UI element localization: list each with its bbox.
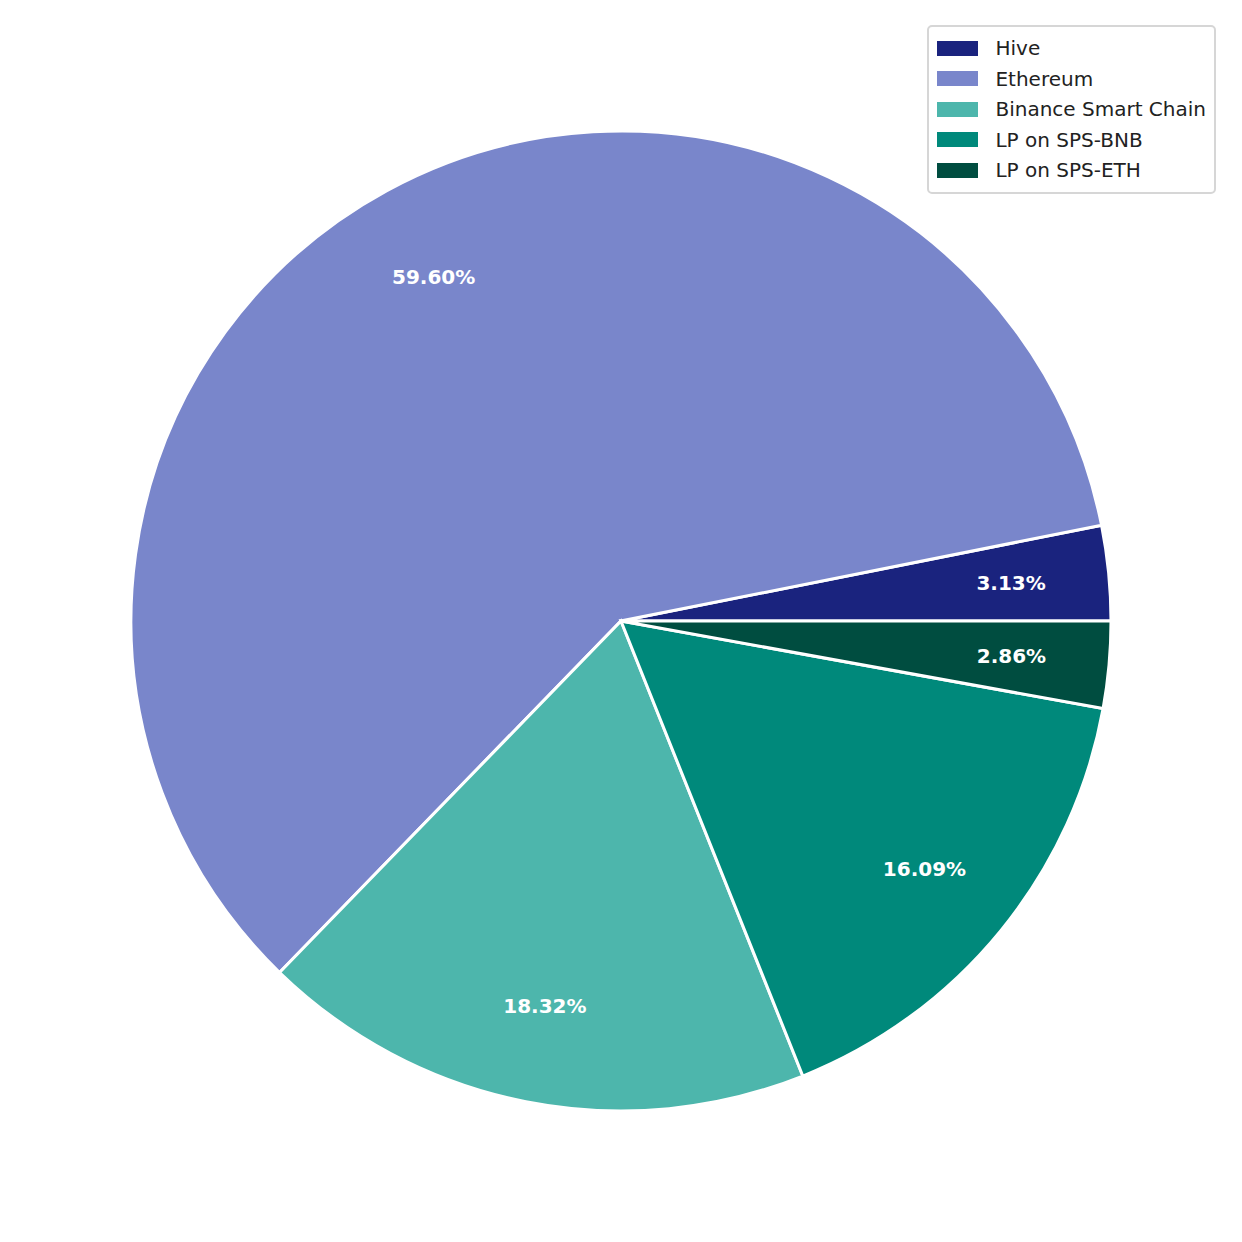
html-text:Binance Smart Chain: Binance Smart Chain xyxy=(995,97,1206,122)
html-text:Hive: Hive xyxy=(995,36,1041,61)
html-text:LP on SPS-BNB: LP on SPS-BNB xyxy=(995,127,1143,152)
html-text:LP on SPS-ETH: LP on SPS-ETH xyxy=(995,158,1141,183)
svg-text:3.13%: 3.13% xyxy=(976,571,1045,595)
svg-text:59.60%: 59.60% xyxy=(392,265,475,289)
svg-text:18.32%: 18.32% xyxy=(503,994,586,1018)
html-text:Ethereum: Ethereum xyxy=(995,66,1094,91)
svg-text:16.09%: 16.09% xyxy=(883,857,966,881)
svg-text:2.86%: 2.86% xyxy=(977,644,1046,668)
